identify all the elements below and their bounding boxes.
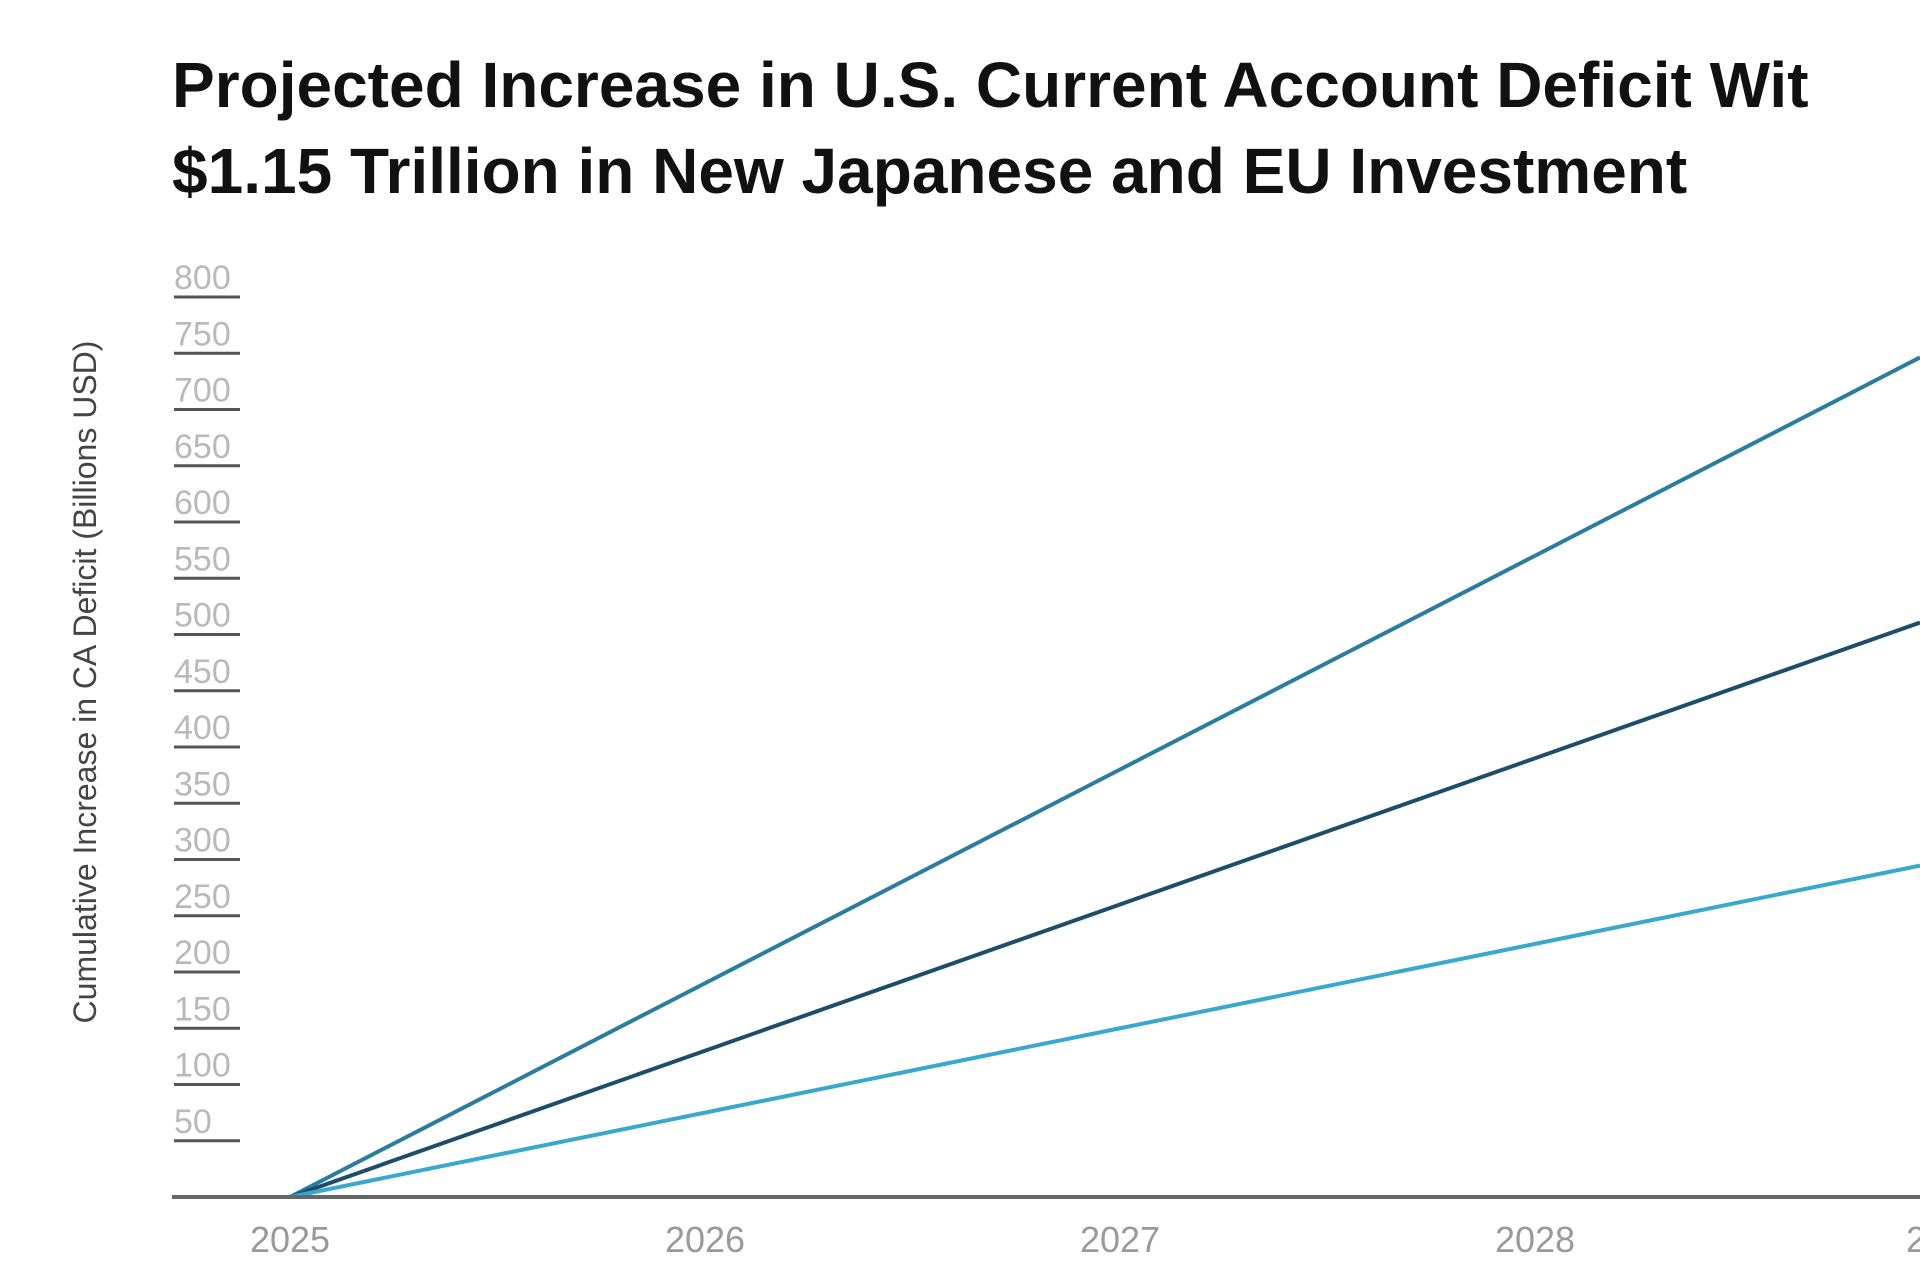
y-tick-label: 800 <box>174 259 231 297</box>
y-tick-label: 700 <box>174 372 231 410</box>
y-axis-ticks: 50 100 150 200 250 300 350 400 450 500 550 600 650 70… <box>174 259 240 1143</box>
x-tick-label: 2 <box>1906 1219 1920 1260</box>
chart-title: Projected Increase in U.S. Current Accou… <box>172 42 1920 214</box>
y-tick-label: 550 <box>174 540 231 578</box>
x-tick-label: 2027 <box>1080 1219 1160 1260</box>
series-line-3 <box>289 941 1536 1199</box>
x-tick-label: 2026 <box>665 1219 745 1260</box>
x-tick-label: 2028 <box>1495 1219 1575 1260</box>
y-tick-label: 50 <box>174 1103 212 1141</box>
y-tick-label: 100 <box>174 1047 231 1085</box>
series-line-1 <box>289 553 1536 1199</box>
y-tick-label: 150 <box>174 990 231 1028</box>
y-axis-label: Cumulative Increase in CA Deficit (Billi… <box>67 341 103 1024</box>
y-tick-label: 750 <box>174 315 231 353</box>
chart-title-line-2: $1.15 Trillion in New Japanese and EU In… <box>172 135 1688 207</box>
series-line-2-continuation <box>1534 620 1920 761</box>
x-axis-ticks: 2025 2026 2027 2028 2 <box>250 1219 1920 1260</box>
y-tick-label: 250 <box>174 878 231 916</box>
y-tick-label: 450 <box>174 653 231 691</box>
chart-title-line-1: Projected Increase in U.S. Current Accou… <box>172 49 1809 121</box>
y-tick-label: 600 <box>174 484 231 522</box>
y-tick-label: 400 <box>174 709 231 747</box>
y-tick-label: 200 <box>174 934 231 972</box>
x-tick-label: 2025 <box>250 1219 330 1260</box>
series-lines <box>289 355 1920 1199</box>
y-tick-label: 500 <box>174 597 231 635</box>
series-line-2 <box>289 756 1536 1199</box>
series-line-3-continuation <box>1534 863 1920 946</box>
y-tick-label: 300 <box>174 822 231 860</box>
series-line-1-continuation <box>1534 355 1920 558</box>
y-tick-label: 650 <box>174 428 231 466</box>
y-tick-label: 350 <box>174 765 231 803</box>
